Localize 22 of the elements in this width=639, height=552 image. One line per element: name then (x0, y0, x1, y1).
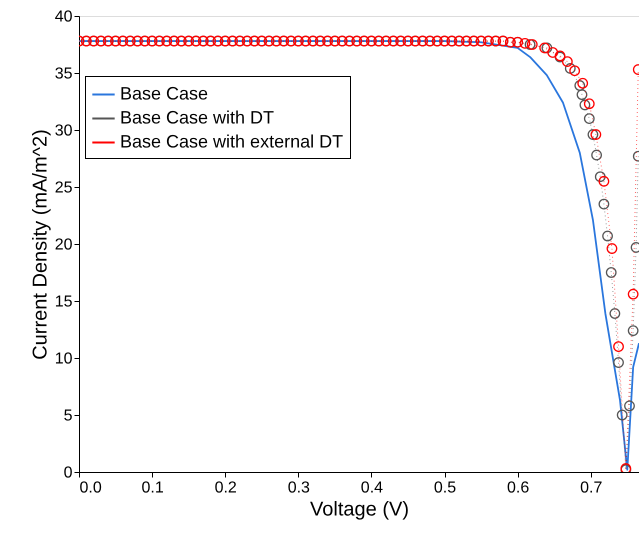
y-tick-label: 0 (64, 464, 73, 482)
x-tick-label: 0.5 (434, 480, 456, 496)
y-tick-label: 30 (54, 122, 73, 140)
y-axis-title: Current Density (mA/m^2) (30, 129, 52, 360)
y-tick-label: 5 (64, 408, 73, 424)
legend-label: Base Case (120, 84, 208, 104)
legend-label: Base Case with DT (120, 108, 274, 128)
y-tick-label: 25 (54, 180, 73, 196)
legend-label: Base Case with external DT (120, 132, 344, 152)
y-tick-label: 15 (54, 294, 73, 310)
x-tick-label: 0.6 (507, 480, 530, 496)
x-tick-label: 0.3 (288, 480, 310, 496)
y-tick-label: 40 (54, 8, 73, 26)
x-tick-label: 0.2 (214, 480, 237, 496)
x-tick-label: 0.1 (141, 480, 164, 496)
x-tick-label: 0.0 (80, 480, 102, 496)
y-tick-label: 35 (54, 66, 73, 82)
y-tick-label: 10 (54, 350, 73, 368)
y-tick-label: 20 (54, 236, 73, 254)
x-axis-title: Voltage (V) (310, 498, 409, 520)
x-tick-label: 0.4 (360, 480, 384, 496)
x-tick-label: 0.7 (580, 480, 602, 496)
